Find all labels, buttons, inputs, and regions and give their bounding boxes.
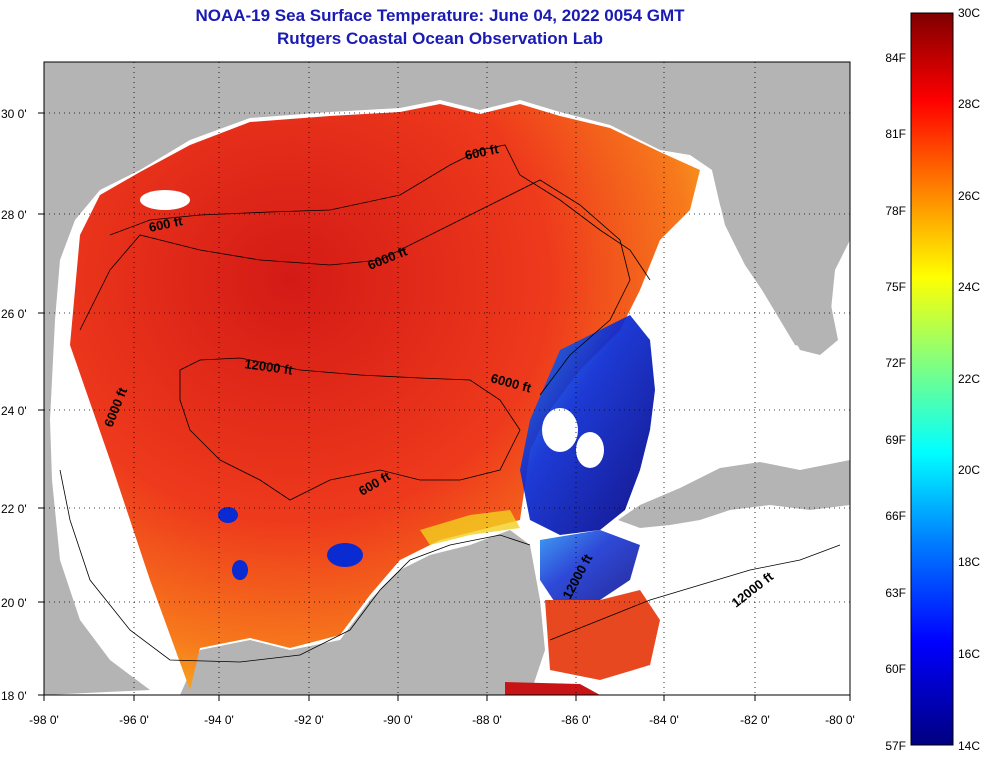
cbar-f-label: 57F [885,739,906,753]
lat-label: 22 0' [1,502,27,516]
lon-label: -98 0' [29,713,59,727]
latitude-labels: 30 0' 28 0' 26 0' 24 0' 22 0' 20 0' 18 0… [1,107,27,703]
cbar-c-label: 16C [958,647,980,661]
sst-blue-blob-3 [232,560,248,580]
lon-label: -82 0' [740,713,770,727]
cbar-f-label: 75F [885,280,906,294]
contour-12000ft [179,357,521,501]
sst-blue-blob-4 [542,408,578,452]
cbar-c-label: 28C [958,97,980,111]
cbar-c-label: 24C [958,280,980,294]
cbar-f-label: 66F [885,509,906,523]
contour-label: 600 ft [464,141,501,163]
lat-label: 20 0' [1,596,27,610]
map-subtitle: Rutgers Coastal Ocean Observation Lab [277,29,603,48]
sst-blue-blob-1 [327,543,363,567]
land-mexico [180,530,545,695]
sst-warm-water [70,104,700,690]
sst-blue-blob-2 [218,507,238,523]
lat-label: 30 0' [1,107,27,121]
sst-yellow-band [420,510,520,545]
sst-white-cloud [140,190,190,210]
contour-600ft [109,144,651,281]
lon-label: -92 0' [294,713,324,727]
cbar-f-label: 72F [885,356,906,370]
lat-label: 26 0' [1,307,27,321]
sst-blue-blob-5 [576,432,604,468]
cbar-f-label: 63F [885,586,906,600]
contour-label: 600 ft [148,213,185,235]
cbar-c-label: 14C [958,739,980,753]
cbar-c-label: 26C [958,189,980,203]
longitude-labels: -98 0' -96 0' -94 0' -92 0' -90 0' -88 0… [29,713,855,727]
lon-label: -84 0' [649,713,679,727]
axis-ticks [38,112,851,701]
cbar-c-label: 20C [958,463,980,477]
lat-label: 28 0' [1,208,27,222]
contour-600ft-mexico [59,469,531,663]
contour-12000ft-caribbean [549,544,841,641]
map-title: NOAA-19 Sea Surface Temperature: June 04… [195,6,685,25]
graticule [44,62,850,695]
lon-label: -94 0' [204,713,234,727]
lat-label: 18 0' [1,689,27,703]
land-us-coast [44,62,850,695]
cbar-f-label: 60F [885,662,906,676]
colorbar-fahrenheit-labels: 84F 81F 78F 75F 72F 69F 66F 63F 60F 57F [885,51,906,753]
lat-label: 24 0' [1,404,27,418]
colorbar-celsius-labels: 30C 28C 26C 24C 22C 20C 18C 16C 14C [958,6,980,753]
lon-label: -88 0' [472,713,502,727]
cbar-f-label: 84F [885,51,906,65]
cbar-c-label: 18C [958,555,980,569]
cbar-f-label: 81F [885,127,906,141]
contour-label: 12000 ft [244,356,295,378]
land-cuba [618,460,850,528]
map-frame [43,61,851,696]
contour-6000ft [79,179,631,396]
land-florida [712,62,850,350]
cbar-c-label: 30C [958,6,980,20]
sst-caribbean-warm [545,590,660,680]
cbar-c-label: 22C [958,372,980,386]
colorbar [910,12,954,746]
sst-cool-water-caribbean [540,530,640,610]
lon-label: -86 0' [561,713,591,727]
lon-label: -90 0' [383,713,413,727]
cbar-f-label: 69F [885,433,906,447]
sst-bottom-warm [505,682,600,695]
lon-label: -96 0' [119,713,149,727]
sst-cool-water-loop [520,315,655,535]
cbar-f-label: 78F [885,204,906,218]
lon-label: -80 0' [825,713,855,727]
